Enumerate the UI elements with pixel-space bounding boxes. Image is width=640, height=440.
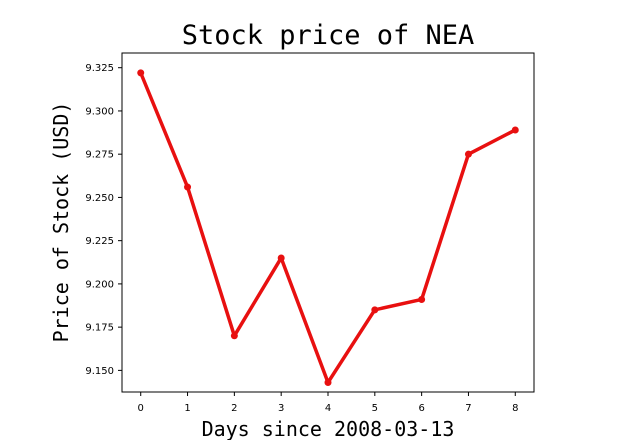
x-tick-label: 7 (465, 403, 471, 414)
x-tick-label: 6 (418, 403, 424, 414)
y-tick-label: 9.225 (85, 236, 114, 247)
data-point (137, 69, 145, 77)
x-axis-label: Days since 2008-03-13 (202, 417, 455, 440)
y-tick-label: 9.175 (85, 323, 114, 334)
x-tick-label: 4 (325, 403, 331, 414)
x-tick-label: 3 (278, 403, 284, 414)
y-tick-label: 9.300 (85, 106, 114, 117)
data-point (371, 306, 379, 314)
data-point (277, 254, 285, 262)
data-point (464, 150, 472, 158)
series-line (138, 71, 518, 385)
chart-title: Stock price of NEA (182, 20, 475, 51)
x-axis: 0 1 2 3 4 5 6 7 8 (138, 392, 518, 414)
data-point (418, 295, 426, 303)
x-tick-label: 8 (512, 403, 518, 414)
data-point (184, 183, 192, 191)
y-tick-label: 9.150 (85, 366, 114, 377)
series-layer (137, 69, 519, 386)
x-tick-label: 1 (184, 403, 190, 414)
x-tick-label: 0 (138, 403, 144, 414)
y-axis-label: Price of Stock (USD) (49, 102, 73, 343)
y-tick-label: 9.200 (85, 279, 114, 290)
y-tick-label: 9.325 (85, 63, 114, 74)
y-axis: 9.150 9.175 9.200 9.225 9.250 9.275 9.300 9.325 (85, 63, 122, 377)
data-point (511, 126, 519, 134)
data-point (324, 378, 332, 386)
x-tick-label: 5 (372, 403, 378, 414)
data-point (230, 332, 238, 340)
x-tick-label: 2 (231, 403, 237, 414)
y-tick-label: 9.275 (85, 150, 114, 161)
plot-area (121, 52, 535, 393)
y-tick-label: 9.250 (85, 193, 114, 204)
